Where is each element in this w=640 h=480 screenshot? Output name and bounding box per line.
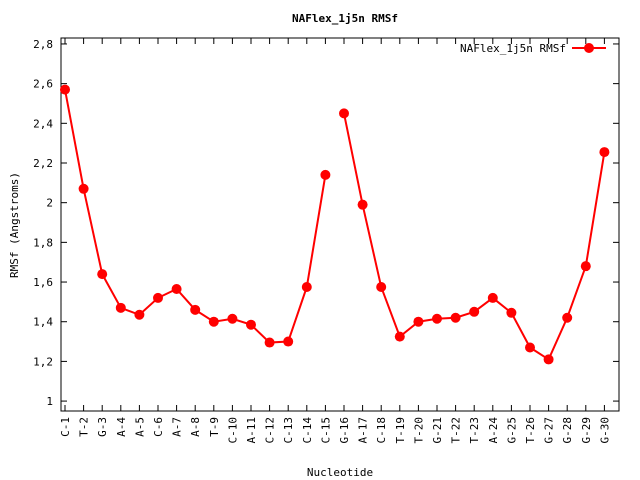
x-tick-label: C-13 [282, 417, 295, 444]
y-tick-label: 2,8 [33, 38, 53, 51]
x-tick-label: C-10 [226, 417, 239, 444]
data-point [208, 316, 219, 327]
legend-label: NAFlex_1j5n RMSf [460, 42, 566, 55]
x-tick-label: C-1 [59, 417, 72, 437]
x-tick-label: T-26 [524, 417, 537, 444]
data-point [376, 281, 387, 292]
data-point [394, 331, 405, 342]
x-tick-label: T-9 [208, 417, 221, 437]
y-tick-label: 2,2 [33, 157, 53, 170]
x-tick-label: T-22 [450, 417, 463, 444]
data-point [450, 312, 461, 323]
legend: NAFlex_1j5n RMSf [460, 42, 606, 55]
plot-frame [60, 37, 620, 412]
x-tick-label: G-29 [580, 417, 593, 444]
data-point [339, 108, 349, 119]
x-tick-label: T-23 [468, 417, 481, 444]
y-axis: 1 1,2 1,4 1,6 1,8 2 2,2 2,4 2,6 2,8 [33, 38, 619, 408]
y-tick-label: 2 [46, 197, 53, 210]
y-tick-label: 1,2 [33, 355, 53, 368]
data-point [580, 261, 591, 272]
data-point [97, 269, 108, 280]
data-point [487, 292, 498, 303]
series-line-segment [343, 113, 606, 361]
y-tick-label: 1,6 [33, 276, 53, 289]
y-tick-label: 2,6 [33, 78, 53, 91]
data-point [357, 199, 368, 210]
data-point [78, 183, 89, 194]
data-point [246, 319, 256, 330]
series-naflex-rmsf [60, 84, 610, 365]
x-tick-label: A-11 [245, 417, 258, 444]
y-tick-label: 1 [46, 395, 53, 408]
x-tick-label: A-24 [487, 417, 500, 444]
chart-title: NAFlex_1j5n RMSf [292, 12, 398, 25]
data-point [320, 169, 331, 180]
data-point [190, 304, 201, 315]
x-tick-label: T-20 [412, 417, 425, 444]
y-axis-label: RMSf (Angstroms) [8, 172, 21, 278]
x-tick-label: T-2 [78, 417, 91, 437]
x-tick-label: A-17 [357, 417, 370, 444]
x-tick-label: T-19 [394, 417, 407, 444]
x-tick-label: A-8 [189, 417, 202, 437]
x-tick-label: A-7 [171, 417, 184, 437]
x-tick-label: C-15 [319, 417, 332, 444]
data-point [562, 312, 573, 323]
x-tick-label: C-6 [152, 417, 165, 437]
x-tick-label: G-21 [431, 417, 444, 444]
x-axis-label: Nucleotide [307, 466, 373, 479]
y-tick-label: 2,4 [33, 117, 53, 130]
y-tick-label: 1,4 [33, 316, 53, 329]
x-tick-label: G-25 [505, 417, 518, 444]
x-tick-label: G-16 [338, 417, 351, 444]
data-point [227, 313, 238, 324]
x-tick-label: G-30 [598, 417, 611, 444]
y-tick-label: 1,8 [33, 236, 53, 249]
x-tick-label: A-5 [133, 417, 146, 437]
data-point [134, 309, 145, 320]
data-point [283, 336, 294, 347]
data-point [115, 302, 126, 313]
data-point [469, 306, 480, 317]
x-tick-label: G-28 [561, 417, 574, 444]
x-tick-label: C-18 [375, 417, 388, 444]
data-point [413, 316, 424, 327]
series-line-segment [64, 89, 327, 344]
data-point [599, 147, 610, 158]
data-point [432, 313, 442, 324]
x-tick-label: A-4 [115, 417, 128, 437]
x-tick-label: C-12 [264, 417, 277, 444]
data-point [153, 292, 163, 303]
x-axis: C-1 T-2 G-3 A-4 A-5 C-6 A-7 A-8 T-9 C-10 A-11 C-12 C… [59, 38, 611, 444]
data-point [506, 307, 517, 318]
legend-marker [584, 43, 594, 53]
x-tick-label: G-3 [96, 417, 109, 437]
x-tick-label: G-27 [543, 417, 556, 444]
x-tick-label: C-14 [301, 417, 314, 444]
data-point [525, 342, 535, 353]
data-point [264, 337, 275, 348]
data-point [171, 283, 182, 294]
data-point [301, 281, 312, 292]
data-point [60, 84, 70, 95]
data-point [543, 354, 554, 365]
